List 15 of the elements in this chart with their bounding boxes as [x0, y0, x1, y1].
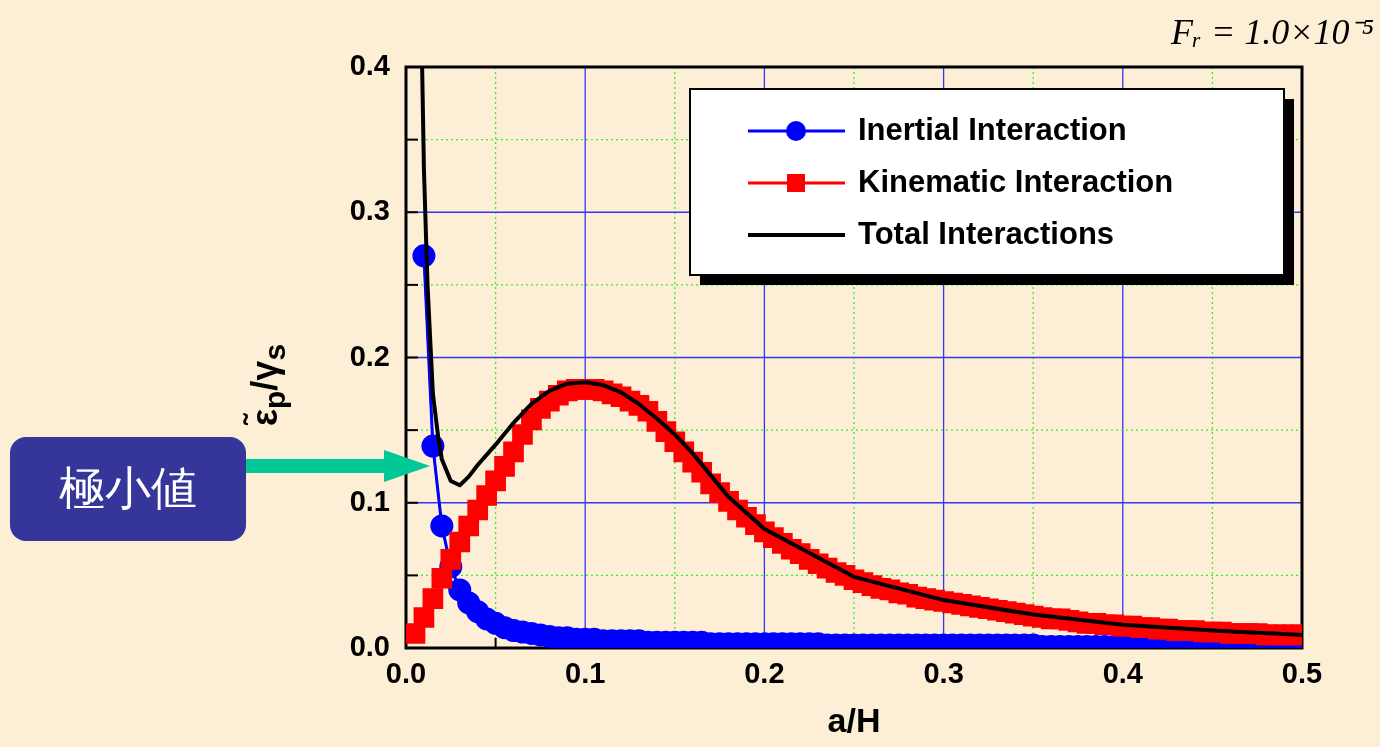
x-tick-label: 0.2 — [744, 657, 785, 690]
legend-label: Inertial Interaction — [858, 111, 1127, 147]
y-tick-label: 0.4 — [349, 49, 390, 81]
y-tick-label: 0.2 — [349, 339, 390, 372]
legend-label: Kinematic Interaction — [858, 163, 1174, 199]
x-tick-label: 0.5 — [1281, 657, 1323, 690]
text: Fᵣ = 1.0×10⁻⁵ — [1171, 11, 1374, 54]
x-tick-label: 0.3 — [923, 657, 964, 690]
y-tick-label: 0.1 — [349, 484, 390, 517]
x-axis-title: a/H — [827, 700, 881, 739]
y-tick-label: 0.3 — [349, 194, 390, 227]
x-tick-label: 0.4 — [1102, 657, 1143, 690]
text: 極小値 — [10, 437, 246, 541]
x-tick-label: 0.1 — [565, 657, 606, 690]
legend-label: Total Interactions — [858, 215, 1115, 251]
